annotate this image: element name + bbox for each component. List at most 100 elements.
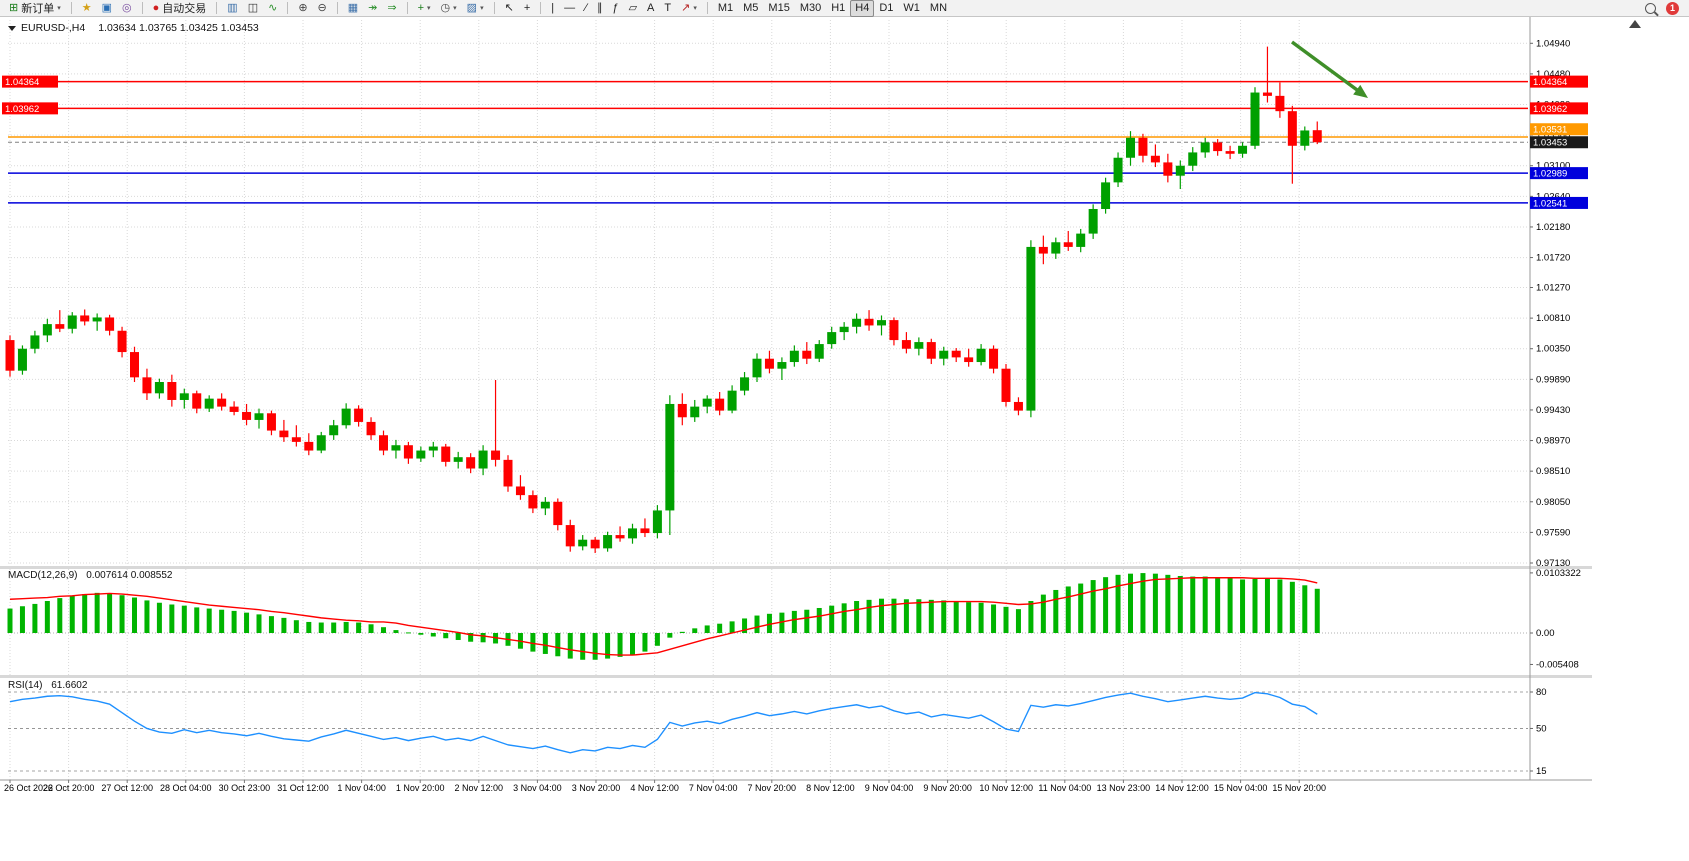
new-order-button[interactable]: ⊞ 新订单 ▾ xyxy=(4,0,66,17)
candle-body xyxy=(727,390,737,411)
arrows-button[interactable]: ↗ ▾ xyxy=(676,0,702,17)
tf-mn-button[interactable]: MN xyxy=(925,0,952,17)
candle-body xyxy=(1275,95,1285,112)
candle-body xyxy=(1113,157,1123,183)
panel-separator[interactable] xyxy=(0,566,1592,569)
arrows-icon: ↗ xyxy=(681,1,691,14)
y-axis-tick: 0.99890 xyxy=(1536,374,1570,385)
candle-body xyxy=(291,437,301,442)
periods-button[interactable]: ◷ ▾ xyxy=(436,0,462,17)
chart-shift-button[interactable]: ⇒ xyxy=(382,0,401,17)
candle-body xyxy=(92,317,102,322)
zoom-out-button[interactable]: ⊖ xyxy=(313,0,332,17)
templates-button[interactable]: ▨ ▾ xyxy=(462,0,489,17)
macd-histogram-bar xyxy=(1252,578,1258,633)
tf-h4-button[interactable]: H4 xyxy=(850,0,875,17)
zoom-in-button[interactable]: ⊕ xyxy=(293,0,312,17)
candle-body xyxy=(117,330,127,353)
market-watch-button[interactable]: ★ xyxy=(77,0,97,17)
y-axis-tick: 1.00810 xyxy=(1536,313,1570,324)
macd-axis-tick: 0.00 xyxy=(1536,628,1555,639)
tf-w1-button[interactable]: W1 xyxy=(898,0,925,17)
chart-canvas[interactable]: 1.049401.044801.040201.035601.031001.026… xyxy=(0,17,1689,861)
macd-histogram-bar xyxy=(1040,594,1046,633)
new-order-label: 新订单 xyxy=(21,3,55,15)
candle-body xyxy=(254,413,264,420)
label-button[interactable]: T xyxy=(659,0,676,17)
text-button[interactable]: A xyxy=(642,0,659,17)
rsi-title: RSI(14) xyxy=(8,680,43,691)
candle-body xyxy=(590,539,600,549)
current-price-label-text: 1.03453 xyxy=(1533,138,1567,149)
trend-arrow-head[interactable] xyxy=(1353,84,1368,98)
chevron-down-icon: ▾ xyxy=(453,5,457,12)
candle-body xyxy=(615,535,625,539)
market-watch-icon: ★ xyxy=(81,1,92,14)
line-chart-button[interactable]: ∿ xyxy=(263,0,282,17)
candle-body xyxy=(130,352,139,378)
candle-chart-button[interactable]: ◫ xyxy=(243,0,263,17)
tf-m30-label: M30 xyxy=(799,2,822,14)
candle-body xyxy=(989,348,999,369)
macd-histogram-bar xyxy=(306,621,312,633)
macd-histogram-bar xyxy=(991,604,997,633)
macd-histogram-bar xyxy=(1202,576,1208,633)
auto-trading-button[interactable]: ● 自动交易 xyxy=(148,0,212,17)
price-line-label-text: 1.02541 xyxy=(1533,198,1567,209)
panel-separator[interactable] xyxy=(0,675,1592,678)
y-axis-tick: 1.00350 xyxy=(1536,344,1570,355)
candle-body xyxy=(491,450,501,460)
search-icon[interactable] xyxy=(1645,2,1656,14)
tf-d1-button[interactable]: D1 xyxy=(874,0,898,17)
trendline-button[interactable]: ∕ xyxy=(580,0,592,17)
vertical-line-button[interactable]: | xyxy=(546,0,559,17)
price-line-label-left[interactable] xyxy=(2,75,58,88)
navigator-button[interactable]: ◎ xyxy=(117,0,137,17)
candle-body xyxy=(939,350,949,359)
chart-shift-marker[interactable] xyxy=(1629,20,1641,28)
channel-icon: ∥ xyxy=(596,1,603,14)
price-line-label-left[interactable] xyxy=(2,102,58,115)
price-line-label[interactable] xyxy=(1530,102,1588,115)
price-line-label[interactable] xyxy=(1530,75,1588,88)
y-axis-tick: 0.98050 xyxy=(1536,497,1570,508)
price-line-label[interactable] xyxy=(1530,196,1588,209)
auto-scroll-button[interactable]: ↠ xyxy=(363,0,382,17)
channel-button[interactable]: ∥ xyxy=(592,0,608,17)
horizontal-line-button[interactable]: — xyxy=(559,0,580,17)
bar-chart-button[interactable]: ▥ xyxy=(222,0,242,17)
x-axis-label: 13 Nov 23:00 xyxy=(1097,783,1151,793)
toolbar-separator xyxy=(336,2,338,14)
candle-body xyxy=(80,315,90,322)
data-window-button[interactable]: ▣ xyxy=(97,0,117,17)
tf-m5-button[interactable]: M5 xyxy=(738,0,763,17)
zoom-in-icon: ⊕ xyxy=(298,1,308,14)
tf-m15-button[interactable]: M15 xyxy=(763,0,794,17)
tile-windows-button[interactable]: ▦ xyxy=(343,0,363,17)
macd-histogram-bar xyxy=(1128,573,1133,633)
tile-windows-icon: ▦ xyxy=(347,1,359,14)
macd-histogram-bar xyxy=(941,600,947,633)
indicators-button[interactable]: + ▾ xyxy=(413,0,436,17)
notification-badge[interactable]: 1 xyxy=(1666,1,1679,15)
shapes-button[interactable]: ▱ xyxy=(624,0,642,17)
candle-body xyxy=(67,315,77,329)
tf-d1-label: D1 xyxy=(879,2,894,14)
y-axis-tick: 1.03100 xyxy=(1536,161,1570,172)
crosshair-button[interactable]: + xyxy=(519,0,535,17)
toolbar-separator xyxy=(493,2,495,14)
price-line-label[interactable] xyxy=(1530,123,1588,136)
tf-m30-button[interactable]: M30 xyxy=(795,0,826,17)
price-line-label[interactable] xyxy=(1530,167,1588,180)
trend-arrow-annotation[interactable] xyxy=(1290,40,1363,95)
macd-histogram-bar xyxy=(580,633,586,660)
candle-body xyxy=(1088,208,1098,234)
cursor-button[interactable]: ↖ xyxy=(500,0,519,17)
tf-h1-button[interactable]: H1 xyxy=(826,0,850,17)
macd-histogram-bar xyxy=(44,601,50,633)
macd-histogram-bar xyxy=(1302,585,1308,633)
symbol-dropdown-icon[interactable] xyxy=(8,25,16,31)
tf-m1-button[interactable]: M1 xyxy=(713,0,738,17)
fibonacci-button[interactable]: ƒ xyxy=(607,0,623,17)
tf-m15-label: M15 xyxy=(768,2,790,14)
